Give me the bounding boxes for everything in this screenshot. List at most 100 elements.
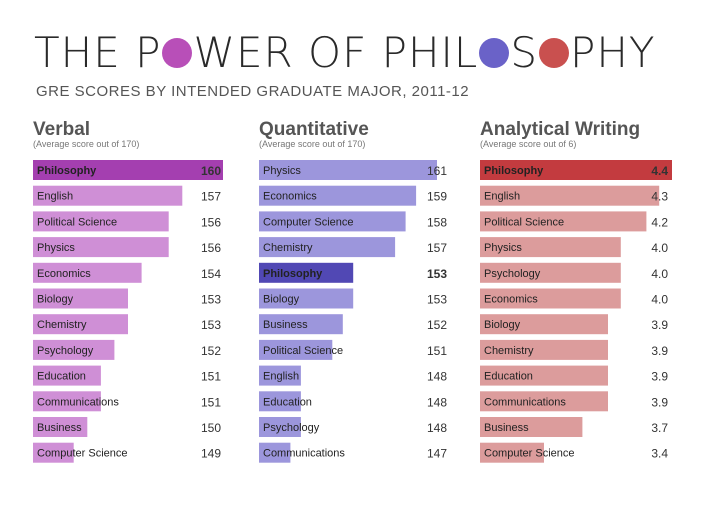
quantitative-category-label: Communications — [263, 448, 345, 460]
quantitative-category-label: English — [263, 371, 299, 383]
verbal-category-label: Computer Science — [37, 448, 128, 460]
chart-subtitle: GRE SCORES BY INTENDED GRADUATE MAJOR, 2… — [36, 83, 470, 100]
quantitative-bar-communications — [259, 442, 291, 463]
verbal-value-label: 156 — [201, 215, 221, 229]
quantitative-value-label: 158 — [427, 215, 447, 229]
writing-value-label: 4.4 — [651, 164, 668, 178]
verbal-bar-philosophy — [33, 160, 223, 180]
verbal-value-label: 153 — [201, 318, 221, 332]
writing-category-label: Chemistry — [484, 345, 534, 357]
verbal-bar-psychology — [33, 339, 115, 360]
quantitative-category-label: Philosophy — [263, 268, 323, 280]
verbal-value-label: 154 — [201, 267, 221, 281]
verbal-value-label: 149 — [201, 447, 221, 461]
writing-bar-biology — [480, 314, 608, 335]
quantitative-bar-english — [259, 365, 301, 386]
quantitative-bar-education — [259, 391, 301, 412]
writing-category-label: Economics — [484, 294, 538, 306]
quantitative-category-label: Economics — [263, 191, 317, 203]
writing-bar-economics — [480, 288, 621, 309]
quantitative-bar-physics — [259, 160, 437, 180]
writing-category-label: Communications — [484, 396, 566, 408]
verbal-bar-biology — [33, 288, 128, 309]
quantitative-value-label: 148 — [427, 370, 447, 384]
verbal-category-label: Communications — [37, 396, 119, 408]
verbal-value-label: 150 — [201, 421, 221, 435]
writing-value-label: 4.2 — [651, 215, 668, 229]
writing-value-label: 3.7 — [651, 421, 668, 435]
analytical-writing-bar-chart: Philosophy 4.4 English 4.3 Political Science… — [480, 160, 672, 463]
verbal-category-label: Education — [37, 371, 86, 383]
verbal-value-label: 151 — [201, 395, 221, 409]
verbal-bar-chemistry — [33, 314, 128, 335]
writing-category-label: Political Science — [484, 216, 564, 228]
analytical-writing-panel-title: Analytical Writing — [480, 119, 641, 140]
quantitative-category-label: Political Science — [263, 345, 343, 357]
writing-bar-chemistry — [480, 339, 608, 360]
verbal-bar-business — [33, 417, 88, 437]
writing-bar-physics — [480, 237, 621, 258]
quantitative-bar-computer-science — [259, 211, 406, 232]
writing-bar-education — [480, 365, 608, 386]
writing-bar-english — [480, 185, 660, 206]
quantitative-bar-business — [259, 314, 343, 335]
quantitative-value-label: 151 — [427, 344, 447, 358]
quantitative-category-label: Physics — [263, 165, 301, 177]
quantitative-value-label: 153 — [427, 293, 447, 307]
quantitative-bar-economics — [259, 185, 417, 206]
title-o-blue-dot — [479, 38, 510, 68]
quantitative-category-label: Biology — [263, 294, 300, 306]
verbal-category-label: Political Science — [37, 216, 117, 228]
writing-value-label: 3.9 — [651, 344, 668, 358]
writing-value-label: 4.0 — [651, 293, 668, 307]
quantitative-bar-philosophy — [259, 262, 354, 283]
writing-category-label: Business — [484, 422, 529, 434]
writing-value-label: 4.0 — [651, 241, 668, 255]
quantitative-value-label: 161 — [427, 164, 447, 178]
quantitative-category-label: Education — [263, 396, 312, 408]
writing-bar-communications — [480, 391, 608, 412]
writing-category-label: Physics — [484, 242, 522, 254]
verbal-bar-political-science — [33, 211, 169, 232]
verbal-panel: Verbal (Average score out of 170) Philos… — [33, 119, 223, 463]
verbal-value-label: 157 — [201, 190, 221, 204]
quantitative-panel-title: Quantitative — [259, 119, 369, 140]
verbal-panel-note: (Average score out of 170) — [33, 139, 140, 149]
writing-category-label: English — [484, 191, 520, 203]
quantitative-value-label: 148 — [427, 421, 447, 435]
verbal-bar-economics — [33, 262, 142, 283]
quantitative-bar-chart: Physics 161 Economics 159 Computer Science 15… — [259, 160, 447, 463]
writing-category-label: Biology — [484, 319, 521, 331]
quantitative-value-label: 157 — [427, 241, 447, 255]
verbal-panel-title: Verbal — [33, 119, 91, 140]
verbal-category-label: Philosophy — [37, 165, 97, 177]
verbal-value-label: 151 — [201, 370, 221, 384]
quantitative-value-label: 159 — [427, 190, 447, 204]
quantitative-category-label: Chemistry — [263, 242, 313, 254]
verbal-bar-communications — [33, 391, 101, 412]
quantitative-value-label: 153 — [427, 267, 447, 281]
writing-category-label: Education — [484, 371, 533, 383]
quantitative-value-label: 152 — [427, 318, 447, 332]
verbal-category-label: Physics — [37, 242, 75, 254]
verbal-bar-english — [33, 185, 183, 206]
quantitative-bar-psychology — [259, 417, 301, 437]
writing-value-label: 3.9 — [651, 370, 668, 384]
verbal-bar-computer-science — [33, 442, 74, 463]
writing-value-label: 3.4 — [651, 447, 668, 461]
verbal-value-label: 160 — [201, 164, 221, 178]
verbal-bar-education — [33, 365, 101, 386]
analytical-writing-panel-note: (Average score out of 6) — [480, 139, 577, 149]
verbal-value-label: 152 — [201, 344, 221, 358]
quantitative-category-label: Computer Science — [263, 216, 354, 228]
verbal-bar-chart: Philosophy 160 English 157 Political Science… — [33, 160, 223, 463]
quantitative-bar-political-science — [259, 339, 333, 360]
quantitative-panel: Quantitative (Average score out of 170) … — [259, 119, 447, 463]
writing-bar-business — [480, 417, 583, 437]
verbal-category-label: Chemistry — [37, 319, 87, 331]
quantitative-category-label: Psychology — [263, 422, 320, 434]
title-o-purple-dot — [162, 38, 193, 68]
writing-value-label: 3.9 — [651, 318, 668, 332]
verbal-category-label: Biology — [37, 294, 74, 306]
verbal-category-label: Economics — [37, 268, 91, 280]
